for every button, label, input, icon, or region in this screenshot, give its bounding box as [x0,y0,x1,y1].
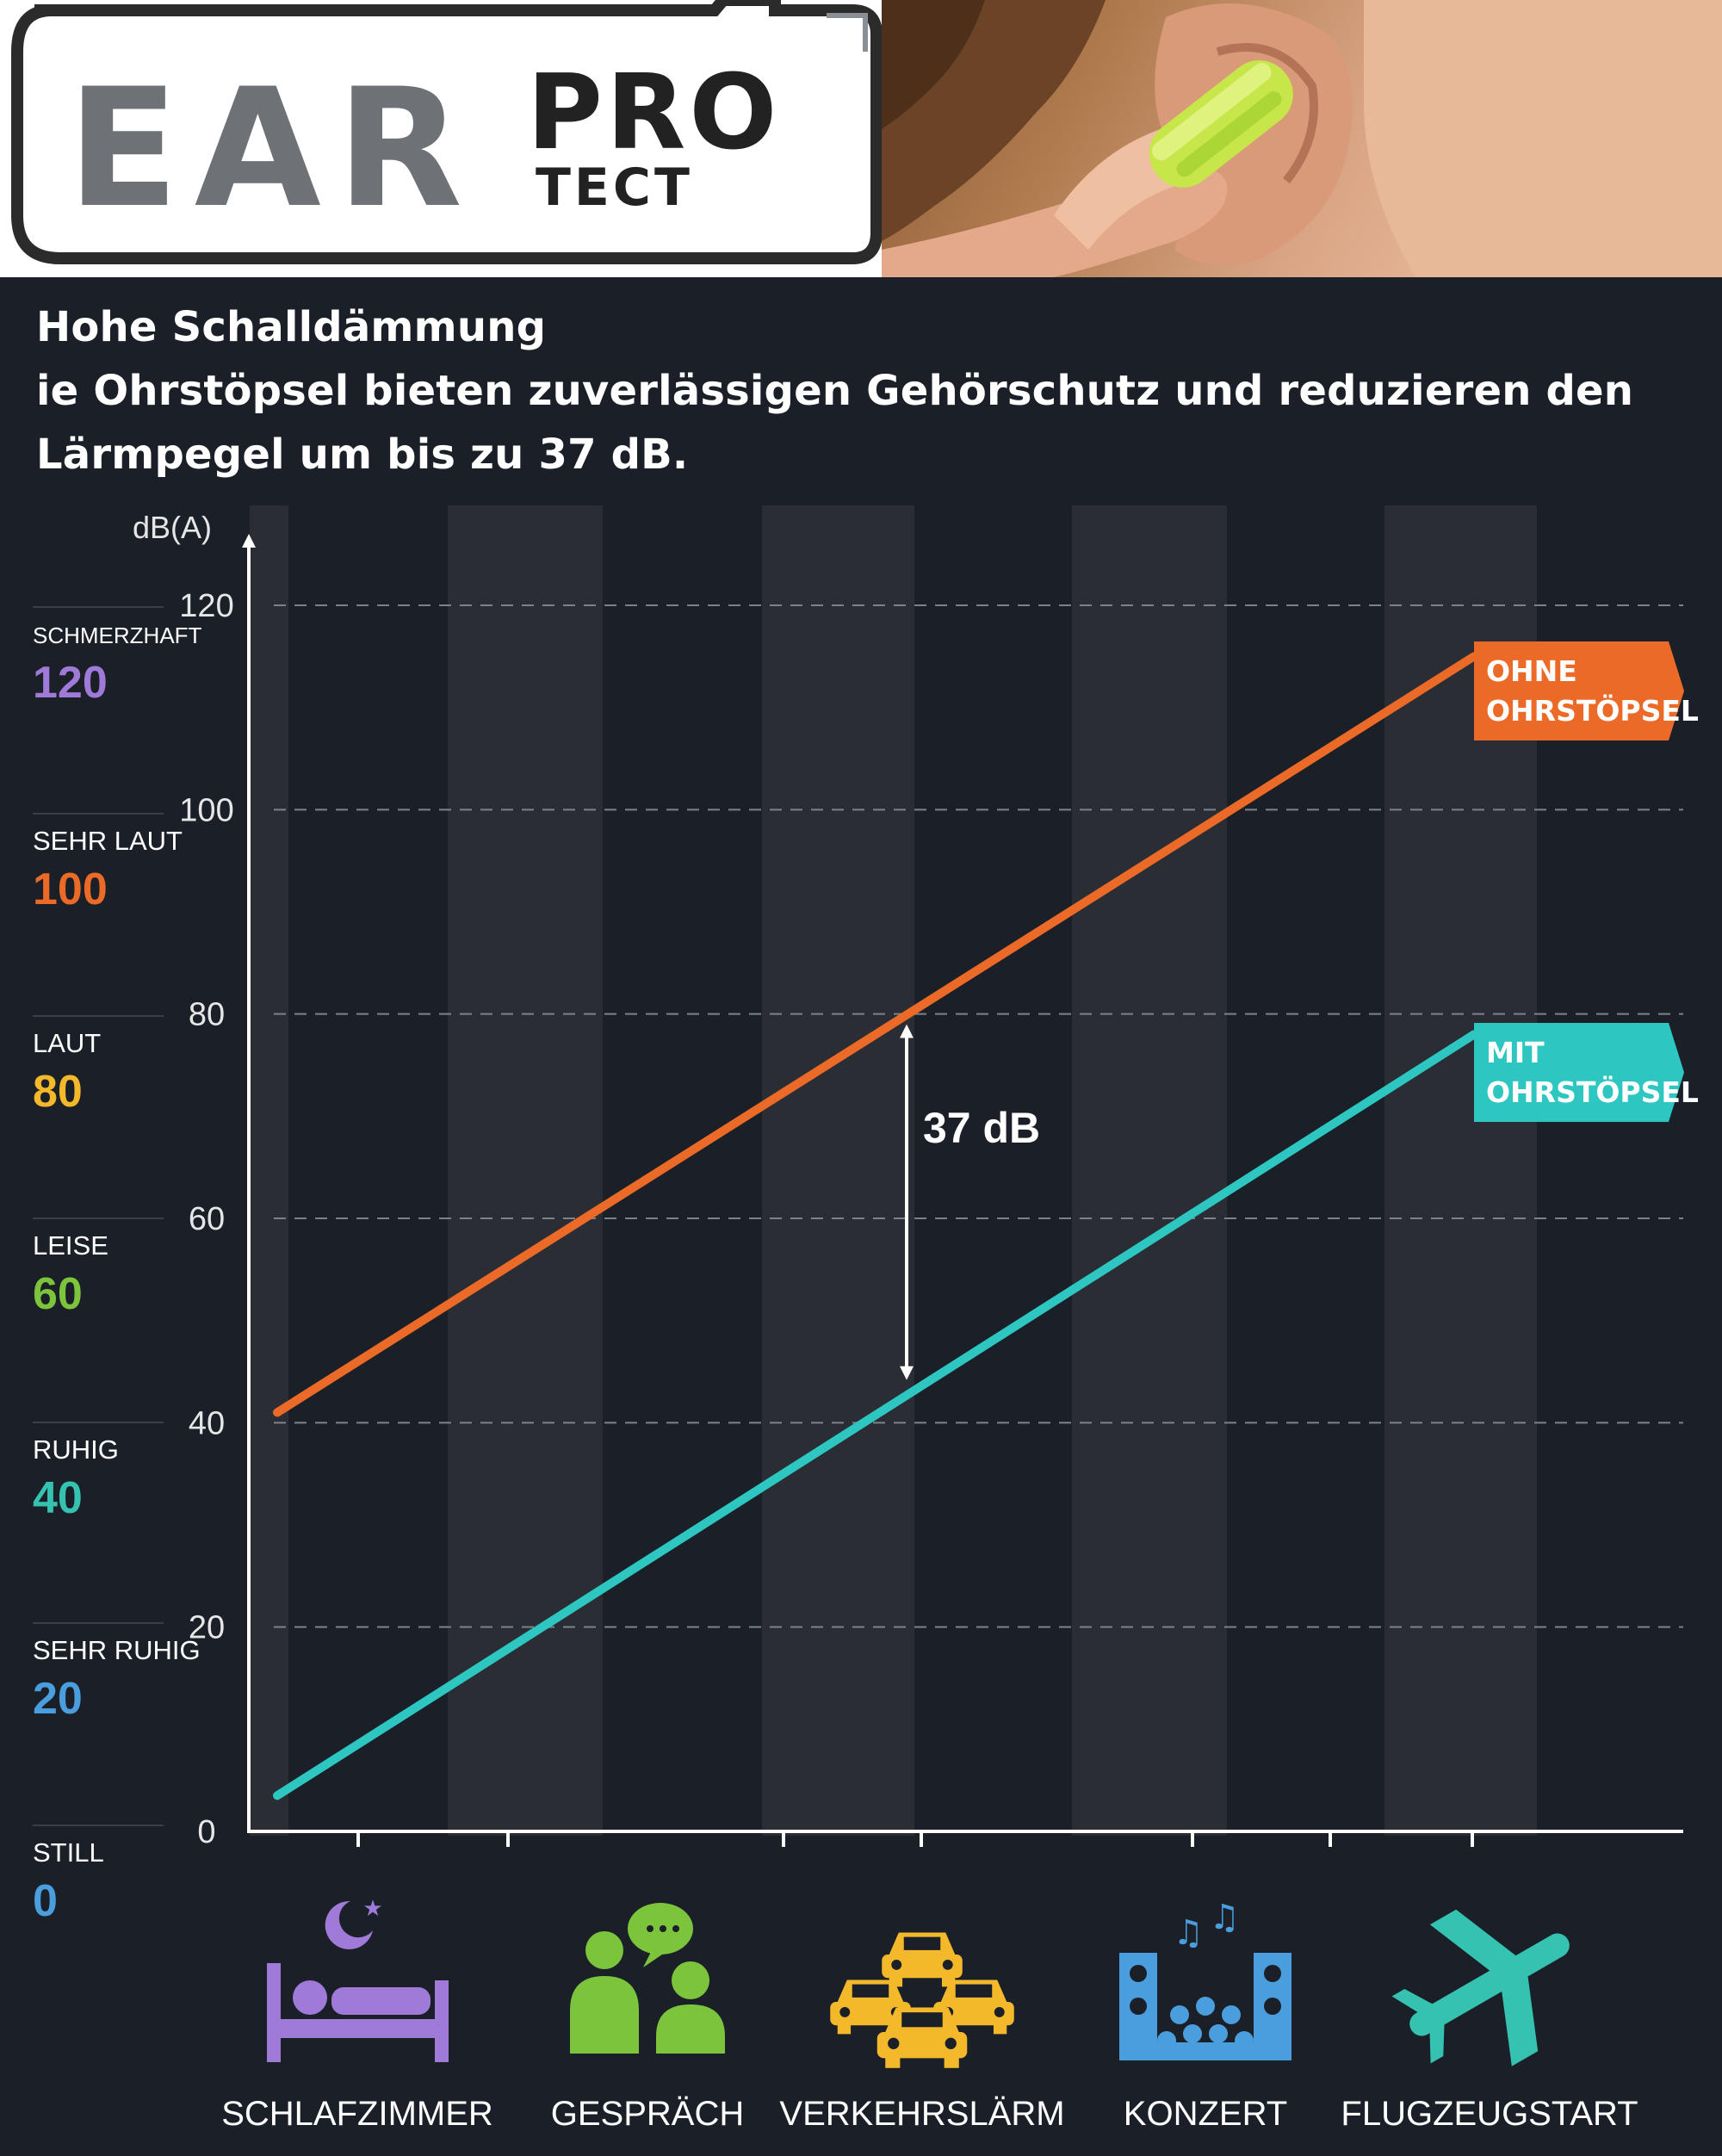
logo-frame-accent [827,13,868,52]
logo-sup-text: PRO [527,53,780,173]
series-tag-ohne: OHNE OHRSTÖPSEL [1474,641,1699,740]
scale-value: 40 [33,1473,83,1523]
earplug-shape [1149,60,1293,188]
chart-area: 0 20 40 60 80 100 120 dB(A) 37 dB OHNE OHRSTÖPS… [0,505,1722,2153]
category-icons: ★ SCHLAFZIMMER GESPRÄCH VERKEHRSLÄRM ♫ ♫ KONZE… [221,1896,1638,2133]
scale-value: 100 [33,864,108,914]
scale-label: STILL [33,1837,104,1868]
logo-main-text: EAR [67,53,478,244]
series-tags: OHNE OHRSTÖPSEL MIT OHRSTÖPSEL [1474,641,1699,1122]
scale-value: 60 [33,1269,83,1319]
traffic-icon [830,1932,1014,2068]
column-stripe-3 [1072,505,1227,1836]
column-stripe-2 [762,505,914,1836]
intro-line-2: Lärmpegel um bis zu 37 dB. [36,431,689,479]
earprotect-logo: EAR PRO TECT [11,0,883,264]
series-tag-line-1: MIT [1486,1036,1545,1069]
category-label-4: FLUGZEUGSTART [1341,2095,1638,2133]
concert-icon: ♫ ♫ [1119,1898,1292,2060]
category-label-1: GESPRÄCH [551,2095,745,2133]
scale-label: RUHIG [33,1434,119,1465]
scale-label: LAUT [33,1028,101,1058]
y-tick-label-20: 20 [189,1610,225,1646]
x-ticks [356,1831,1474,1847]
scale-value: 20 [33,1674,83,1724]
airplane-icon [1391,1909,1570,2066]
y-axis-label: dB(A) [133,510,212,545]
scale-item-120: SCHMERZHAFT 120 [33,606,202,708]
scale-item-80: LAUT 80 [33,1015,164,1117]
series-tag-mit: MIT OHRSTÖPSEL [1474,1023,1699,1122]
y-tick-label-120: 120 [179,588,233,624]
svg-text:★: ★ [362,1896,382,1922]
ear-fold [1216,43,1318,184]
y-tick-label-0: 0 [197,1814,215,1850]
category-label-0: SCHLAFZIMMER [221,2095,493,2133]
svg-text:♫: ♫ [1173,1913,1204,1953]
gridlines [274,604,1683,1628]
scale-item-40: RUHIG 40 [33,1422,164,1523]
scale-item-20: SEHR RUHIG 20 [33,1622,201,1724]
series-line-ohne [273,652,1478,1417]
y-tick-label-100: 100 [179,792,233,828]
scale-value: 120 [33,658,108,708]
scale-label: SEHR LAUT [33,826,183,856]
difference-annotation: 37 dB [900,1024,1040,1380]
scale-label: LEISE [33,1230,108,1261]
scale-item-60: LEISE 60 [33,1217,164,1319]
scale-item-100: SEHR LAUT 100 [33,813,183,914]
y-tick-label-80: 80 [189,997,225,1033]
scale-label: SEHR RUHIG [33,1635,201,1665]
column-stripe-1 [448,505,603,1836]
column-stripe-0 [250,505,288,1836]
series-lines [273,652,1478,1800]
y-tick-label-40: 40 [189,1405,225,1441]
conversation-icon [570,1903,725,2054]
bed-icon: ★ [267,1896,449,2062]
axes [242,534,1683,1833]
noise-chart: 0 20 40 60 80 100 120 dB(A) 37 dB OHNE OHRSTÖPS… [0,505,1722,2153]
intro-heading: Hohe Schalldämmung [36,303,547,351]
series-tag-line-2: OHRSTÖPSEL [1486,1075,1699,1109]
intro-line-1: ie Ohrstöpsel bieten zuverlässigen Gehör… [36,367,1634,415]
y-tick-labels: 0 20 40 60 80 100 120 [179,588,233,1850]
scale-label: SCHMERZHAFT [33,623,202,648]
header-banner: EAR PRO TECT [0,0,1722,277]
series-tag-line-1: OHNE [1486,654,1577,688]
earplug-photo [882,0,1722,277]
series-tag-line-2: OHRSTÖPSEL [1486,693,1699,728]
scale-value: 80 [33,1067,83,1117]
scale-item-0: STILL 0 [33,1825,164,1926]
category-label-2: VERKEHRSLÄRM [779,2095,1064,2133]
series-tag-box [1474,1023,1684,1122]
scale-value: 0 [33,1876,58,1926]
category-label-3: KONZERT [1124,2095,1287,2133]
series-line-mit [273,1030,1478,1800]
svg-text:♫: ♫ [1209,1898,1240,1937]
difference-label: 37 dB [923,1104,1040,1152]
y-tick-label-60: 60 [189,1201,225,1237]
intro-section: Hohe Schalldämmung ie Ohrstöpsel bieten … [0,277,1722,505]
logo-sub-text: TECT [536,158,693,218]
loudness-scale: SCHMERZHAFT 120 SEHR LAUT 100 LAUT 80 LEISE 60 R… [33,606,202,1926]
hair-shadow [882,0,985,129]
cheek-shape [1364,0,1722,277]
series-tag-box [1474,641,1684,740]
logo-panel: EAR PRO TECT [0,0,883,277]
earplug-photo-illustration [882,0,1722,277]
